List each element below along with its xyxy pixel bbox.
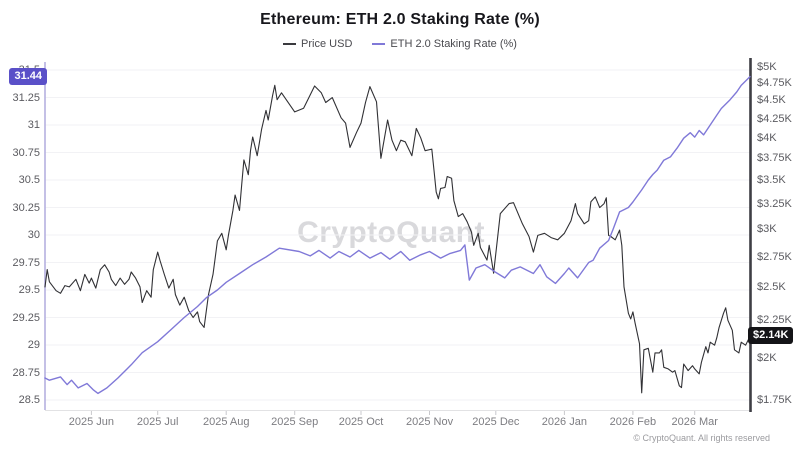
staking-rate-value-badge: 31.44 bbox=[9, 67, 47, 85]
right-axis-tick-label: $3K bbox=[757, 223, 777, 236]
right-axis-tick-label: $3.25K bbox=[757, 197, 792, 210]
right-axis-tick-label: $4.25K bbox=[757, 112, 792, 125]
right-axis-tick-label: $2.25K bbox=[757, 314, 792, 327]
cryptoquant-watermark: CryptoQuant bbox=[297, 216, 485, 249]
right-axis-tick-label: $2K bbox=[757, 351, 777, 364]
chart-title: Ethereum: ETH 2.0 Staking Rate (%) bbox=[260, 11, 540, 28]
left-axis-tick-label: 31 bbox=[27, 119, 40, 131]
legend-item-staking-rate[interactable]: ETH 2.0 Staking Rate (%) bbox=[372, 38, 517, 50]
x-axis-month-label: 2025 Nov bbox=[405, 416, 454, 428]
left-axis-tick-label: 29 bbox=[27, 339, 40, 351]
right-axis-tick-label: $5K bbox=[757, 61, 777, 73]
left-axis-tick-label: 30 bbox=[27, 229, 40, 241]
x-axis-month-label: 2025 Oct bbox=[338, 416, 384, 428]
x-axis-month-label: 2026 Jan bbox=[541, 416, 587, 428]
staking-line-swatch-icon bbox=[372, 43, 386, 45]
left-axis-tick-label: 29.5 bbox=[18, 284, 40, 296]
x-axis-month-label: 2025 Jun bbox=[68, 416, 115, 428]
x-axis-month-label: 2025 Sep bbox=[271, 416, 319, 428]
right-axis-tick-label: $3.75K bbox=[757, 152, 792, 165]
right-axis-tick-label: $1.75K bbox=[757, 394, 792, 406]
left-axis-tick-label: 30.25 bbox=[12, 201, 40, 214]
right-axis-tick-label: $2.75K bbox=[757, 250, 792, 263]
left-axis-tick-label: 30.75 bbox=[12, 146, 40, 159]
left-axis-tick-label: 28.5 bbox=[18, 394, 40, 406]
x-axis-month-label: 2026 Mar bbox=[671, 416, 718, 428]
x-axis-month-label: 2025 Aug bbox=[202, 416, 250, 428]
left-axis-tick-label: 29.25 bbox=[12, 311, 40, 324]
price-line bbox=[44, 84, 751, 394]
price-value-badge: $2.14K bbox=[748, 327, 794, 345]
right-axis-tick-label: $4K bbox=[757, 131, 777, 144]
staking-rate-line bbox=[44, 75, 751, 395]
right-axis-tick-label: $2.5K bbox=[757, 280, 786, 293]
x-axis-month-label: 2025 Jul bbox=[136, 416, 179, 428]
left-axis-tick-label: 30.5 bbox=[18, 174, 40, 186]
right-axis-tick-label: $4.5K bbox=[757, 94, 786, 107]
x-axis-month-label: 2025 Dec bbox=[472, 416, 520, 428]
right-axis-tick-label: $3.5K bbox=[757, 174, 786, 187]
price-line-swatch-icon bbox=[283, 43, 297, 45]
right-axis-tick-label: $4.75K bbox=[757, 77, 792, 90]
left-axis-tick-label: 31.25 bbox=[12, 91, 40, 104]
left-axis-tick-label: 29.75 bbox=[12, 256, 40, 269]
x-axis-month-label: 2026 Feb bbox=[609, 416, 657, 428]
copyright-notice: © CryptoQuant. All rights reserved bbox=[633, 433, 770, 443]
left-axis-tick-label: 28.75 bbox=[12, 366, 40, 379]
legend-label-staking: ETH 2.0 Staking Rate (%) bbox=[390, 38, 517, 50]
chart-legend: Price USD ETH 2.0 Staking Rate (%) bbox=[0, 38, 800, 50]
legend-label-price: Price USD bbox=[301, 38, 353, 50]
legend-item-price-usd[interactable]: Price USD bbox=[283, 38, 352, 50]
